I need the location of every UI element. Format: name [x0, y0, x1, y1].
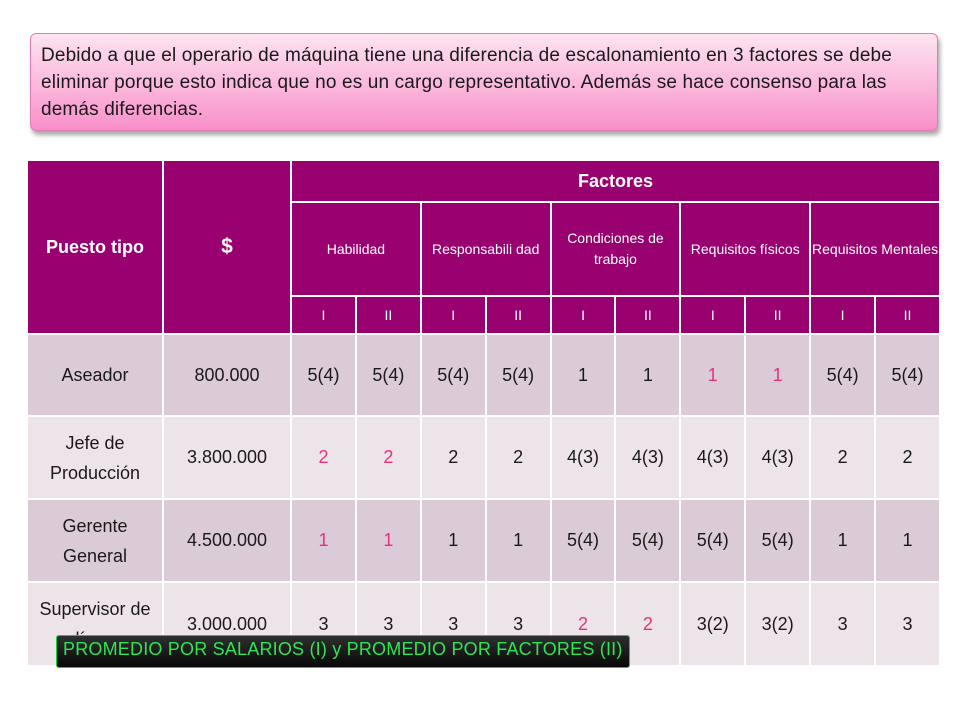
row-value-highlight: 2	[354, 415, 422, 500]
table-row: Jefe de Producción 3.800.000 2 2 2 2 4(3…	[26, 415, 941, 500]
row-value: 4(3)	[679, 415, 747, 500]
factor-table-container: Puesto tipo $ Factores Habilidad Respons…	[26, 159, 941, 667]
header-roman-ii: II	[744, 295, 812, 335]
averages-legend-text: PROMEDIO POR SALARIOS (I) y PROMEDIO POR…	[63, 639, 623, 659]
row-value: 4(3)	[614, 415, 682, 500]
row-value: 1	[614, 333, 682, 417]
averages-legend: PROMEDIO POR SALARIOS (I) y PROMEDIO POR…	[56, 635, 630, 668]
row-value: 5(4)	[679, 498, 747, 583]
row-value: 1	[549, 333, 617, 417]
row-puesto: Aseador	[26, 333, 164, 417]
header-roman-ii: II	[614, 295, 682, 335]
row-value: 1	[809, 498, 877, 583]
header-roman-i: I	[679, 295, 747, 335]
row-value: 3	[874, 581, 941, 667]
row-value: 1	[874, 498, 941, 583]
header-roman-i: I	[419, 295, 487, 335]
row-value: 5(4)	[354, 333, 422, 417]
row-salario: 4.500.000	[162, 498, 292, 583]
row-puesto: Gerente General	[26, 498, 164, 583]
row-salario: 3.800.000	[162, 415, 292, 500]
row-value: 5(4)	[744, 498, 812, 583]
row-value: 2	[874, 415, 941, 500]
header-factor-requisitos-fisicos: Requisitos físicos	[679, 201, 812, 297]
row-value: 5(4)	[614, 498, 682, 583]
row-value: 4(3)	[549, 415, 617, 500]
header-puesto-tipo: Puesto tipo	[26, 159, 164, 335]
header-roman-ii: II	[484, 295, 552, 335]
row-salario: 800.000	[162, 333, 292, 417]
factor-comparison-table: Puesto tipo $ Factores Habilidad Respons…	[26, 159, 941, 667]
header-factor-requisitos-mentales: Requisitos Mentales	[809, 201, 941, 297]
row-value: 4(3)	[744, 415, 812, 500]
table-row: Gerente General 4.500.000 1 1 1 1 5(4) 5…	[26, 498, 941, 583]
row-value: 5(4)	[419, 333, 487, 417]
row-value-highlight: 2	[290, 415, 357, 500]
header-factor-habilidad: Habilidad	[290, 201, 422, 297]
row-value: 3(2)	[744, 581, 812, 667]
row-value: 2	[419, 415, 487, 500]
row-value-highlight: 1	[354, 498, 422, 583]
table-row: Aseador 800.000 5(4) 5(4) 5(4) 5(4) 1 1 …	[26, 333, 941, 417]
row-value: 5(4)	[549, 498, 617, 583]
row-value: 5(4)	[290, 333, 357, 417]
row-value-highlight: 1	[290, 498, 357, 583]
header-roman-ii: II	[874, 295, 941, 335]
row-value: 5(4)	[874, 333, 941, 417]
header-factor-condiciones: Condiciones de trabajo	[549, 201, 682, 297]
row-value: 5(4)	[809, 333, 877, 417]
row-value-highlight: 1	[679, 333, 747, 417]
row-value: 5(4)	[484, 333, 552, 417]
header-roman-i: I	[809, 295, 877, 335]
header-roman-i: I	[290, 295, 357, 335]
header-salario: $	[162, 159, 292, 335]
row-value: 1	[419, 498, 487, 583]
header-factores: Factores	[290, 159, 941, 203]
header-roman-i: I	[549, 295, 617, 335]
row-value-highlight: 1	[744, 333, 812, 417]
row-value: 3(2)	[679, 581, 747, 667]
row-value: 1	[484, 498, 552, 583]
header-factor-responsabilidad: Responsabili dad	[419, 201, 552, 297]
note-text: Debido a que el operario de máquina tien…	[41, 45, 892, 120]
row-value: 3	[809, 581, 877, 667]
header-roman-ii: II	[354, 295, 422, 335]
row-value: 2	[809, 415, 877, 500]
note-callout: Debido a que el operario de máquina tien…	[30, 33, 938, 131]
row-puesto: Jefe de Producción	[26, 415, 164, 500]
row-value: 2	[484, 415, 552, 500]
